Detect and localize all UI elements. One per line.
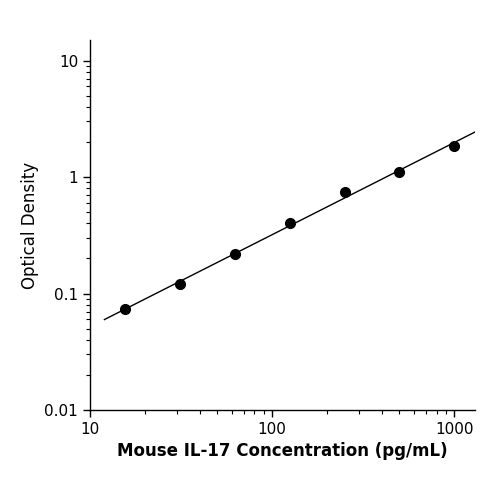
X-axis label: Mouse IL-17 Concentration (pg/mL): Mouse IL-17 Concentration (pg/mL) <box>117 442 448 460</box>
Y-axis label: Optical Density: Optical Density <box>21 162 39 288</box>
